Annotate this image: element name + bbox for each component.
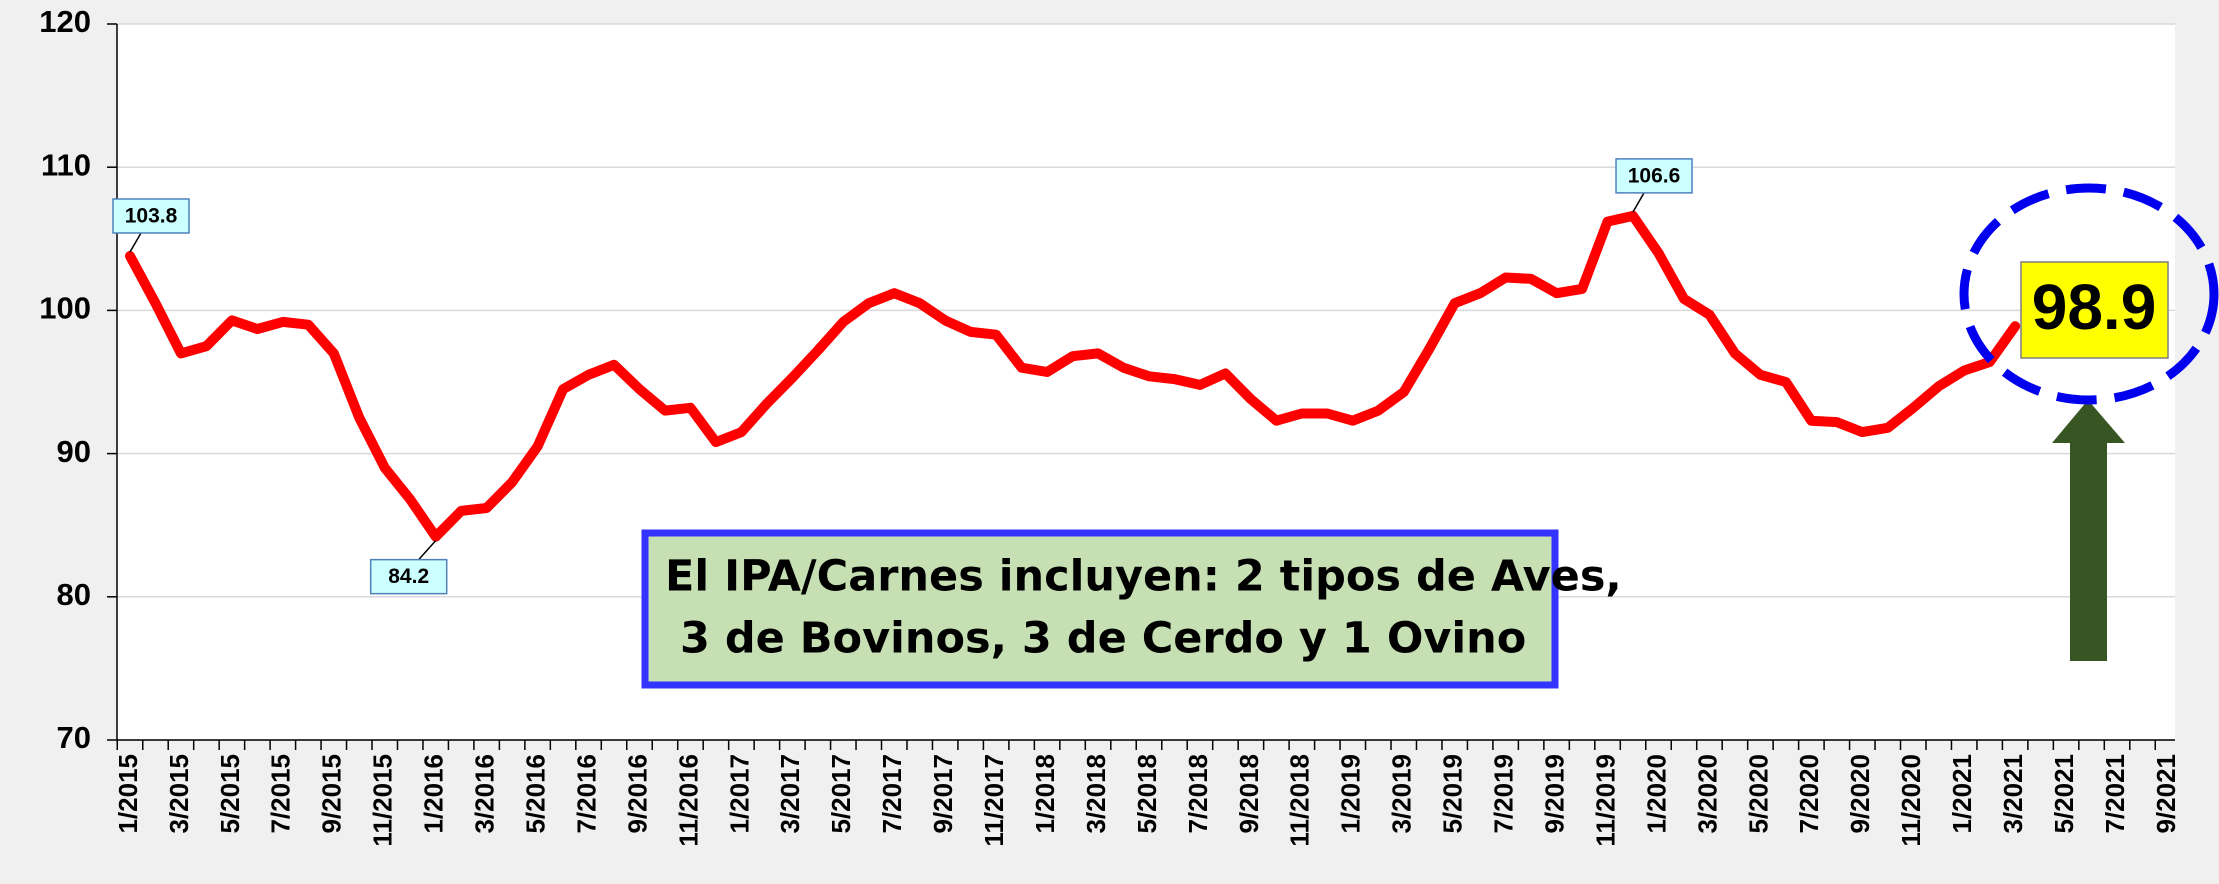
x-tick-label: 5/2021 xyxy=(2049,754,2079,834)
y-tick-label: 100 xyxy=(39,291,91,326)
leader xyxy=(1632,192,1645,213)
x-tick-label: 1/2015 xyxy=(113,754,143,834)
note-line: El IPA/Carnes incluyen: 2 tipos de Aves, xyxy=(665,552,1622,602)
x-tick-label: 1/2017 xyxy=(724,754,754,834)
x-tick-label: 7/2020 xyxy=(1794,754,1824,834)
x-tick-label: 1/2018 xyxy=(1030,754,1060,834)
highlight-ring xyxy=(1959,183,2219,405)
x-tick-label: 1/2019 xyxy=(1336,754,1366,834)
line xyxy=(125,210,2021,542)
label-box xyxy=(1615,158,1693,194)
x-tick-label: 9/2016 xyxy=(622,754,652,834)
x-tick-label: 1/2021 xyxy=(1947,754,1977,834)
x-tick-label: 9/2015 xyxy=(317,754,347,834)
x-tick-label: 7/2016 xyxy=(571,754,601,834)
x-tick-label: 3/2019 xyxy=(1387,754,1417,834)
highlight-label: 98.9 xyxy=(2032,271,2157,343)
x-tick-label: 5/2020 xyxy=(1743,754,1773,834)
label-box xyxy=(112,198,190,234)
x-tick-label: 11/2019 xyxy=(1590,754,1620,847)
leader xyxy=(129,232,142,253)
x-tick-label: 11/2017 xyxy=(979,754,1009,847)
x-tick-label: 7/2021 xyxy=(2100,754,2130,834)
x-tick-label: 3/2020 xyxy=(1692,754,1722,834)
x-tick-label: 11/2018 xyxy=(1285,754,1315,847)
highlight-box xyxy=(2020,261,2169,359)
x-tick-label: 5/2017 xyxy=(826,754,856,834)
x-tick-label: 11/2015 xyxy=(368,754,398,847)
y-tick-label: 120 xyxy=(39,4,91,39)
x-tick-label: 3/2016 xyxy=(470,754,500,834)
x-tick-label: 5/2016 xyxy=(520,754,550,834)
data-label: 103.8 xyxy=(125,205,178,228)
x-tick-label: 5/2018 xyxy=(1132,754,1162,834)
x-tick-label: 5/2015 xyxy=(215,754,245,834)
note-line: 3 de Bovinos, 3 de Cerdo y 1 Ovino xyxy=(665,614,1526,664)
x-tick-label: 3/2018 xyxy=(1081,754,1111,834)
y-tick-label: 90 xyxy=(57,434,91,469)
x-tick-label: 3/2015 xyxy=(164,754,194,834)
x-tick-label: 9/2019 xyxy=(1539,754,1569,834)
x-tick-label: 3/2017 xyxy=(775,754,805,834)
x-tick-label: 11/2016 xyxy=(673,754,703,847)
x-tick-label: 11/2020 xyxy=(1896,754,1926,847)
x-tick-label: 7/2015 xyxy=(266,754,296,834)
x-tick-label: 9/2017 xyxy=(928,754,958,834)
y-tick-label: 80 xyxy=(57,577,91,612)
x-tick-label: 9/2020 xyxy=(1845,754,1875,834)
x-tick-label: 5/2019 xyxy=(1438,754,1468,834)
x-tick-label: 1/2020 xyxy=(1641,754,1671,834)
x-tick-label: 9/2021 xyxy=(2151,754,2181,834)
data-label: 84.2 xyxy=(388,565,429,588)
x-tick-label: 7/2017 xyxy=(877,754,907,834)
arrow xyxy=(2052,400,2125,661)
x-tick-label: 9/2018 xyxy=(1234,754,1264,834)
leader xyxy=(418,540,437,561)
y-tick-label: 110 xyxy=(41,147,91,182)
data-label: 106.6 xyxy=(1628,164,1681,187)
label-box xyxy=(369,558,448,595)
x-tick-label: 1/2016 xyxy=(419,754,449,834)
x-tick-label: 7/2019 xyxy=(1489,754,1519,834)
y-tick-label: 70 xyxy=(57,720,91,755)
x-tick-label: 3/2021 xyxy=(1998,754,2028,834)
x-tick-label: 7/2018 xyxy=(1183,754,1213,834)
note-box xyxy=(641,529,1559,689)
